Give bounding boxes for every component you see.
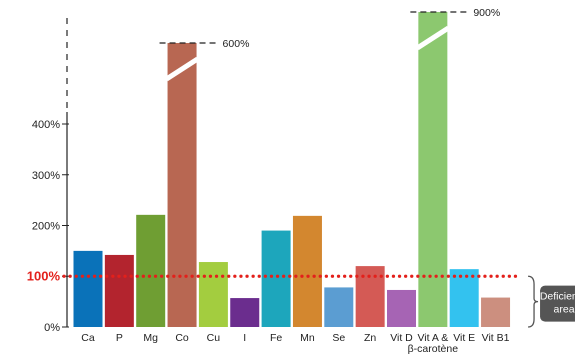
bar: [198, 262, 228, 327]
bar-break-value-label: 600%: [223, 38, 250, 50]
bar: [261, 230, 291, 327]
chart-axes: 0% 100% 200% 300% 400%: [27, 18, 69, 334]
category-label: Cu: [207, 332, 221, 344]
category-label-line: Ca: [81, 332, 95, 344]
bar: [387, 289, 416, 327]
bar: [73, 250, 103, 327]
bar: [418, 12, 448, 327]
bar: [324, 287, 354, 327]
bar: [167, 43, 197, 327]
category-label-line: Vit D: [390, 332, 413, 344]
bar: [292, 215, 322, 327]
category-label: Mn: [300, 332, 315, 344]
category-label: Vit D: [390, 332, 413, 344]
category-label: P: [116, 332, 123, 344]
category-label-line: Vit E: [453, 332, 475, 344]
bar: [136, 214, 166, 327]
bar-break-mark: [165, 56, 199, 82]
category-label-line: β-carotène: [408, 343, 459, 355]
bar: [481, 297, 511, 327]
chart-reference: Deficiencyarea: [62, 274, 575, 328]
category-label: Se: [332, 332, 345, 344]
y-tick-label: 300%: [32, 170, 60, 182]
category-label: Vit E: [453, 332, 475, 344]
category-label: Ca: [81, 332, 95, 344]
chart-category-labels: Ca P Mg Co Cu I Fe Mn Se Zn Vit D Vit A & β-carotène…: [81, 332, 509, 355]
category-label: Vit B1: [482, 332, 510, 344]
category-label: Fe: [270, 332, 282, 344]
category-label-line: I: [243, 332, 246, 344]
y-tick-label: 400%: [32, 119, 60, 131]
category-label-line: Vit B1: [482, 332, 510, 344]
category-label: Zn: [364, 332, 376, 344]
category-label-line: P: [116, 332, 123, 344]
deficiency-zone-label-line: area: [554, 304, 575, 316]
category-label: Co: [175, 332, 189, 344]
category-label: Vit A & β-carotène: [408, 332, 459, 355]
category-label-line: Fe: [270, 332, 282, 344]
reference-line-label: 100%: [27, 268, 61, 283]
deficiency-zone-bracket: [528, 275, 539, 328]
bar-break-mark: [415, 25, 450, 51]
bar: [104, 254, 134, 327]
category-label-line: Co: [175, 332, 189, 344]
y-tick-label: 200%: [32, 221, 60, 233]
bar-break-value-label: 900%: [473, 7, 500, 19]
category-label: Mg: [143, 332, 158, 344]
category-label: I: [243, 332, 246, 344]
category-label-line: Cu: [207, 332, 221, 344]
deficiency-zone-label-line: Deficiency: [540, 291, 575, 303]
deficiency-zone-box: [540, 285, 575, 322]
bar: [449, 269, 479, 327]
deficiency-zone-label: Deficiencyarea: [540, 291, 575, 316]
y-tick-label: 0%: [44, 322, 60, 334]
category-label-line: Mn: [300, 332, 315, 344]
category-label-line: Zn: [364, 332, 376, 344]
chart-bars: [73, 12, 511, 327]
chart-break-markers: 600% 900%: [159, 7, 500, 82]
bar: [230, 298, 260, 327]
category-label-line: Mg: [143, 332, 158, 344]
category-label-line: Se: [332, 332, 345, 344]
category-label-line: Vit A &: [417, 332, 448, 344]
